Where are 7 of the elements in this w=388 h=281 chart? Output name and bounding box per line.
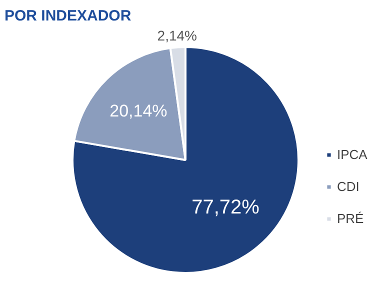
- chart-title: POR INDEXADOR: [4, 8, 132, 24]
- data-label: 20,14%: [110, 102, 168, 121]
- data-label: 77,72%: [192, 196, 260, 219]
- legend-label: PRÉ: [337, 211, 364, 226]
- legend-label: IPCA: [337, 147, 368, 162]
- data-label: 2,14%: [157, 28, 198, 44]
- legend-label: CDI: [337, 179, 360, 194]
